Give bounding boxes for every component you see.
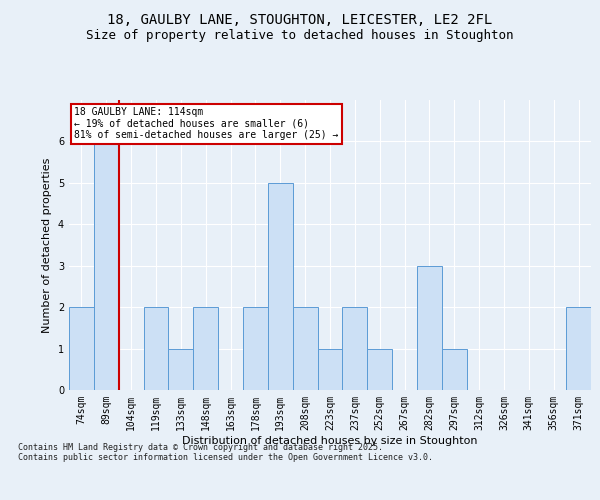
Bar (566, 307, 591, 390)
Text: 18, GAULBY LANE, STOUGHTON, LEICESTER, LE2 2FL: 18, GAULBY LANE, STOUGHTON, LEICESTER, L… (107, 12, 493, 26)
Bar (343, 307, 367, 390)
Bar (69, 307, 94, 390)
Bar (317, 348, 343, 390)
Bar (169, 348, 193, 390)
Bar (143, 307, 169, 390)
Bar (442, 348, 467, 390)
Bar (268, 183, 293, 390)
Bar (193, 307, 218, 390)
X-axis label: Distribution of detached houses by size in Stoughton: Distribution of detached houses by size … (182, 436, 478, 446)
Y-axis label: Number of detached properties: Number of detached properties (43, 158, 52, 332)
Text: Size of property relative to detached houses in Stoughton: Size of property relative to detached ho… (86, 29, 514, 42)
Text: Contains HM Land Registry data © Crown copyright and database right 2025.
Contai: Contains HM Land Registry data © Crown c… (18, 442, 433, 462)
Text: 18 GAULBY LANE: 114sqm
← 19% of detached houses are smaller (6)
81% of semi-deta: 18 GAULBY LANE: 114sqm ← 19% of detached… (74, 108, 338, 140)
Bar (417, 266, 442, 390)
Bar (293, 307, 317, 390)
Bar (243, 307, 268, 390)
Bar (367, 348, 392, 390)
Bar (94, 142, 119, 390)
